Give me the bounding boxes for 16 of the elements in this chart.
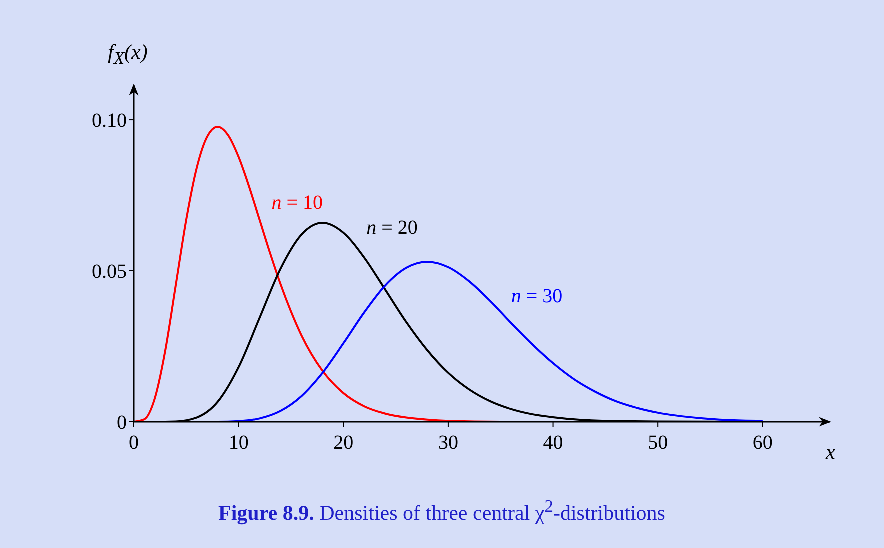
x-tick-label: 40	[543, 432, 564, 454]
series-label: n = 30	[511, 285, 563, 308]
x-tick-label: 60	[752, 432, 773, 454]
x-tick-label: 50	[648, 432, 668, 454]
series-label: n = 10	[272, 192, 324, 214]
y-tick-label: 0.05	[92, 261, 127, 284]
text: Figure 8.9. Densities of three central χ$^{2}$-distributions	[218, 496, 666, 525]
x-tick-label: 10	[228, 432, 249, 454]
x-tick-label: 30	[438, 432, 458, 454]
x-axis-title: x	[826, 440, 836, 465]
y-tick-label: 0	[117, 412, 127, 434]
x-tick-label: 20	[334, 432, 354, 454]
series-label: n = 20	[366, 217, 418, 240]
y-axis-title: f$_{X}$(x)	[108, 40, 148, 70]
line-series	[134, 260, 764, 422]
y-tick-label: 0.10	[92, 110, 127, 132]
